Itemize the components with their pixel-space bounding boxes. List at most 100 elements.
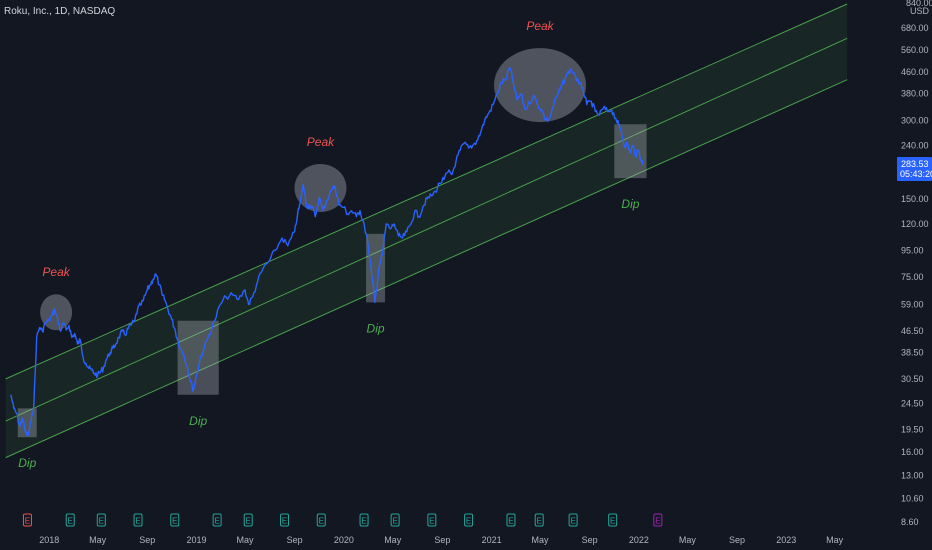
- earnings-marker-letter: E: [214, 517, 219, 526]
- earnings-marker-letter: E: [570, 517, 575, 526]
- earnings-marker-6[interactable]: E: [243, 513, 253, 527]
- earnings-marker-letter: E: [361, 517, 366, 526]
- price-tick-0: 680.00: [901, 23, 929, 33]
- price-tick-4: 300.00: [901, 115, 929, 125]
- time-tick-8: Sep: [434, 535, 450, 545]
- time-axis-background: [0, 530, 932, 550]
- earnings-marker-letter: E: [655, 517, 660, 526]
- time-tick-3: 2019: [187, 535, 207, 545]
- price-tick-8: 120.00: [901, 219, 929, 229]
- earnings-marker-box: [568, 513, 578, 527]
- time-axis[interactable]: 2018 May Sep 2019 May Sep 2020 May Sep 2021 May Sep…: [0, 530, 932, 550]
- time-tick-11: Sep: [582, 535, 598, 545]
- earnings-marker-letter: E: [429, 517, 434, 526]
- earnings-marker-15[interactable]: E: [568, 513, 578, 527]
- last-price-badge: [897, 157, 932, 181]
- price-axis[interactable]: 840.00 USD 680.00 560.00 460.00 380.00 300.0…: [896, 0, 932, 530]
- peak-label-2: Peak: [526, 19, 554, 33]
- earnings-marker-box: [243, 513, 253, 527]
- earnings-marker-letter: E: [508, 517, 513, 526]
- time-tick-12: 2022: [629, 535, 649, 545]
- earnings-marker-1[interactable]: E: [65, 513, 75, 527]
- earnings-marker-box: [133, 513, 143, 527]
- channel-fill: [5, 4, 848, 458]
- price-tick-7: 150.00: [901, 194, 929, 204]
- price-tick-19: 10.60: [901, 493, 924, 503]
- time-tick-13: May: [679, 535, 697, 545]
- earnings-marker-box: [22, 513, 32, 527]
- price-tick-3: 380.00: [901, 89, 929, 99]
- time-tick-14: Sep: [729, 535, 745, 545]
- time-tick-15: 2023: [776, 535, 796, 545]
- price-axis-unit: USD: [910, 6, 930, 16]
- chart-title: Roku, Inc., 1D, NASDAQ: [4, 6, 116, 17]
- price-tick-16: 19.50: [901, 424, 924, 434]
- earnings-marker-8[interactable]: E: [316, 513, 326, 527]
- earnings-marker-box: [506, 513, 516, 527]
- time-tick-5: Sep: [287, 535, 303, 545]
- time-tick-4: May: [236, 535, 254, 545]
- price-tick-17: 16.00: [901, 447, 924, 457]
- earnings-marker-16[interactable]: E: [608, 513, 618, 527]
- channel-lower-line: [5, 79, 848, 459]
- price-tick-14: 30.50: [901, 374, 924, 384]
- price-line: [10, 66, 644, 437]
- earnings-marker-box: [390, 513, 400, 527]
- earnings-marker-7[interactable]: E: [280, 513, 290, 527]
- earnings-marker-4[interactable]: E: [170, 513, 180, 527]
- earnings-marker-box: [359, 513, 369, 527]
- earnings-marker-11[interactable]: E: [427, 513, 437, 527]
- earnings-marker-5[interactable]: E: [212, 513, 222, 527]
- time-tick-6: 2020: [334, 535, 354, 545]
- price-tick-5: 240.00: [901, 141, 929, 151]
- earnings-marker-letter: E: [246, 517, 251, 526]
- price-tick-2: 460.00: [901, 67, 929, 77]
- earnings-marker-letter: E: [282, 517, 287, 526]
- earnings-marker-9[interactable]: E: [359, 513, 369, 527]
- price-tick-18: 13.00: [901, 470, 924, 480]
- earnings-marker-3[interactable]: E: [133, 513, 143, 527]
- earnings-marker-10[interactable]: E: [390, 513, 400, 527]
- price-tick-9: 95.00: [901, 245, 924, 255]
- price-tick-11: 59.00: [901, 299, 924, 309]
- earnings-marker-letter: E: [392, 517, 397, 526]
- earnings-marker-14[interactable]: E: [534, 513, 544, 527]
- earnings-marker-13[interactable]: E: [506, 513, 516, 527]
- earnings-marker-box: [653, 513, 663, 527]
- earnings-marker-box: [65, 513, 75, 527]
- peak-ellipse-2: [494, 48, 587, 123]
- earnings-marker-0[interactable]: E: [22, 513, 32, 527]
- price-tick-1: 560.00: [901, 45, 929, 55]
- peak-ellipse-1: [294, 164, 347, 213]
- earnings-marker-letter: E: [610, 517, 615, 526]
- earnings-marker-box: [534, 513, 544, 527]
- earnings-marker-letter: E: [319, 517, 324, 526]
- earnings-marker-letter: E: [68, 517, 73, 526]
- peak-label-1: Peak: [307, 135, 335, 149]
- last-price-countdown: 05:43:20: [900, 169, 932, 179]
- earnings-marker-letter: E: [25, 517, 30, 526]
- earnings-marker-box: [280, 513, 290, 527]
- dip-label-1: Dip: [189, 414, 207, 428]
- earnings-marker-box: [608, 513, 618, 527]
- time-tick-1: May: [89, 535, 107, 545]
- price-axis-top-label: 840.00: [906, 0, 932, 8]
- peak-label-0: Peak: [42, 265, 70, 279]
- price-series: [10, 66, 644, 437]
- time-tick-7: May: [384, 535, 402, 545]
- earnings-marker-letter: E: [135, 517, 140, 526]
- earnings-marker-letter: E: [537, 517, 542, 526]
- earnings-marker-2[interactable]: E: [96, 513, 106, 527]
- earnings-marker-12[interactable]: E: [464, 513, 474, 527]
- last-price-label: 283.53 05:43:20: [897, 157, 932, 181]
- time-tick-16: May: [826, 535, 844, 545]
- time-tick-2: Sep: [139, 535, 155, 545]
- earnings-marker-17[interactable]: E: [653, 513, 663, 527]
- price-tick-13: 38.50: [901, 348, 924, 358]
- channel-middle-line: [5, 37, 848, 422]
- earnings-marker-letter: E: [466, 517, 471, 526]
- price-tick-10: 75.00: [901, 272, 924, 282]
- earnings-marker-box: [316, 513, 326, 527]
